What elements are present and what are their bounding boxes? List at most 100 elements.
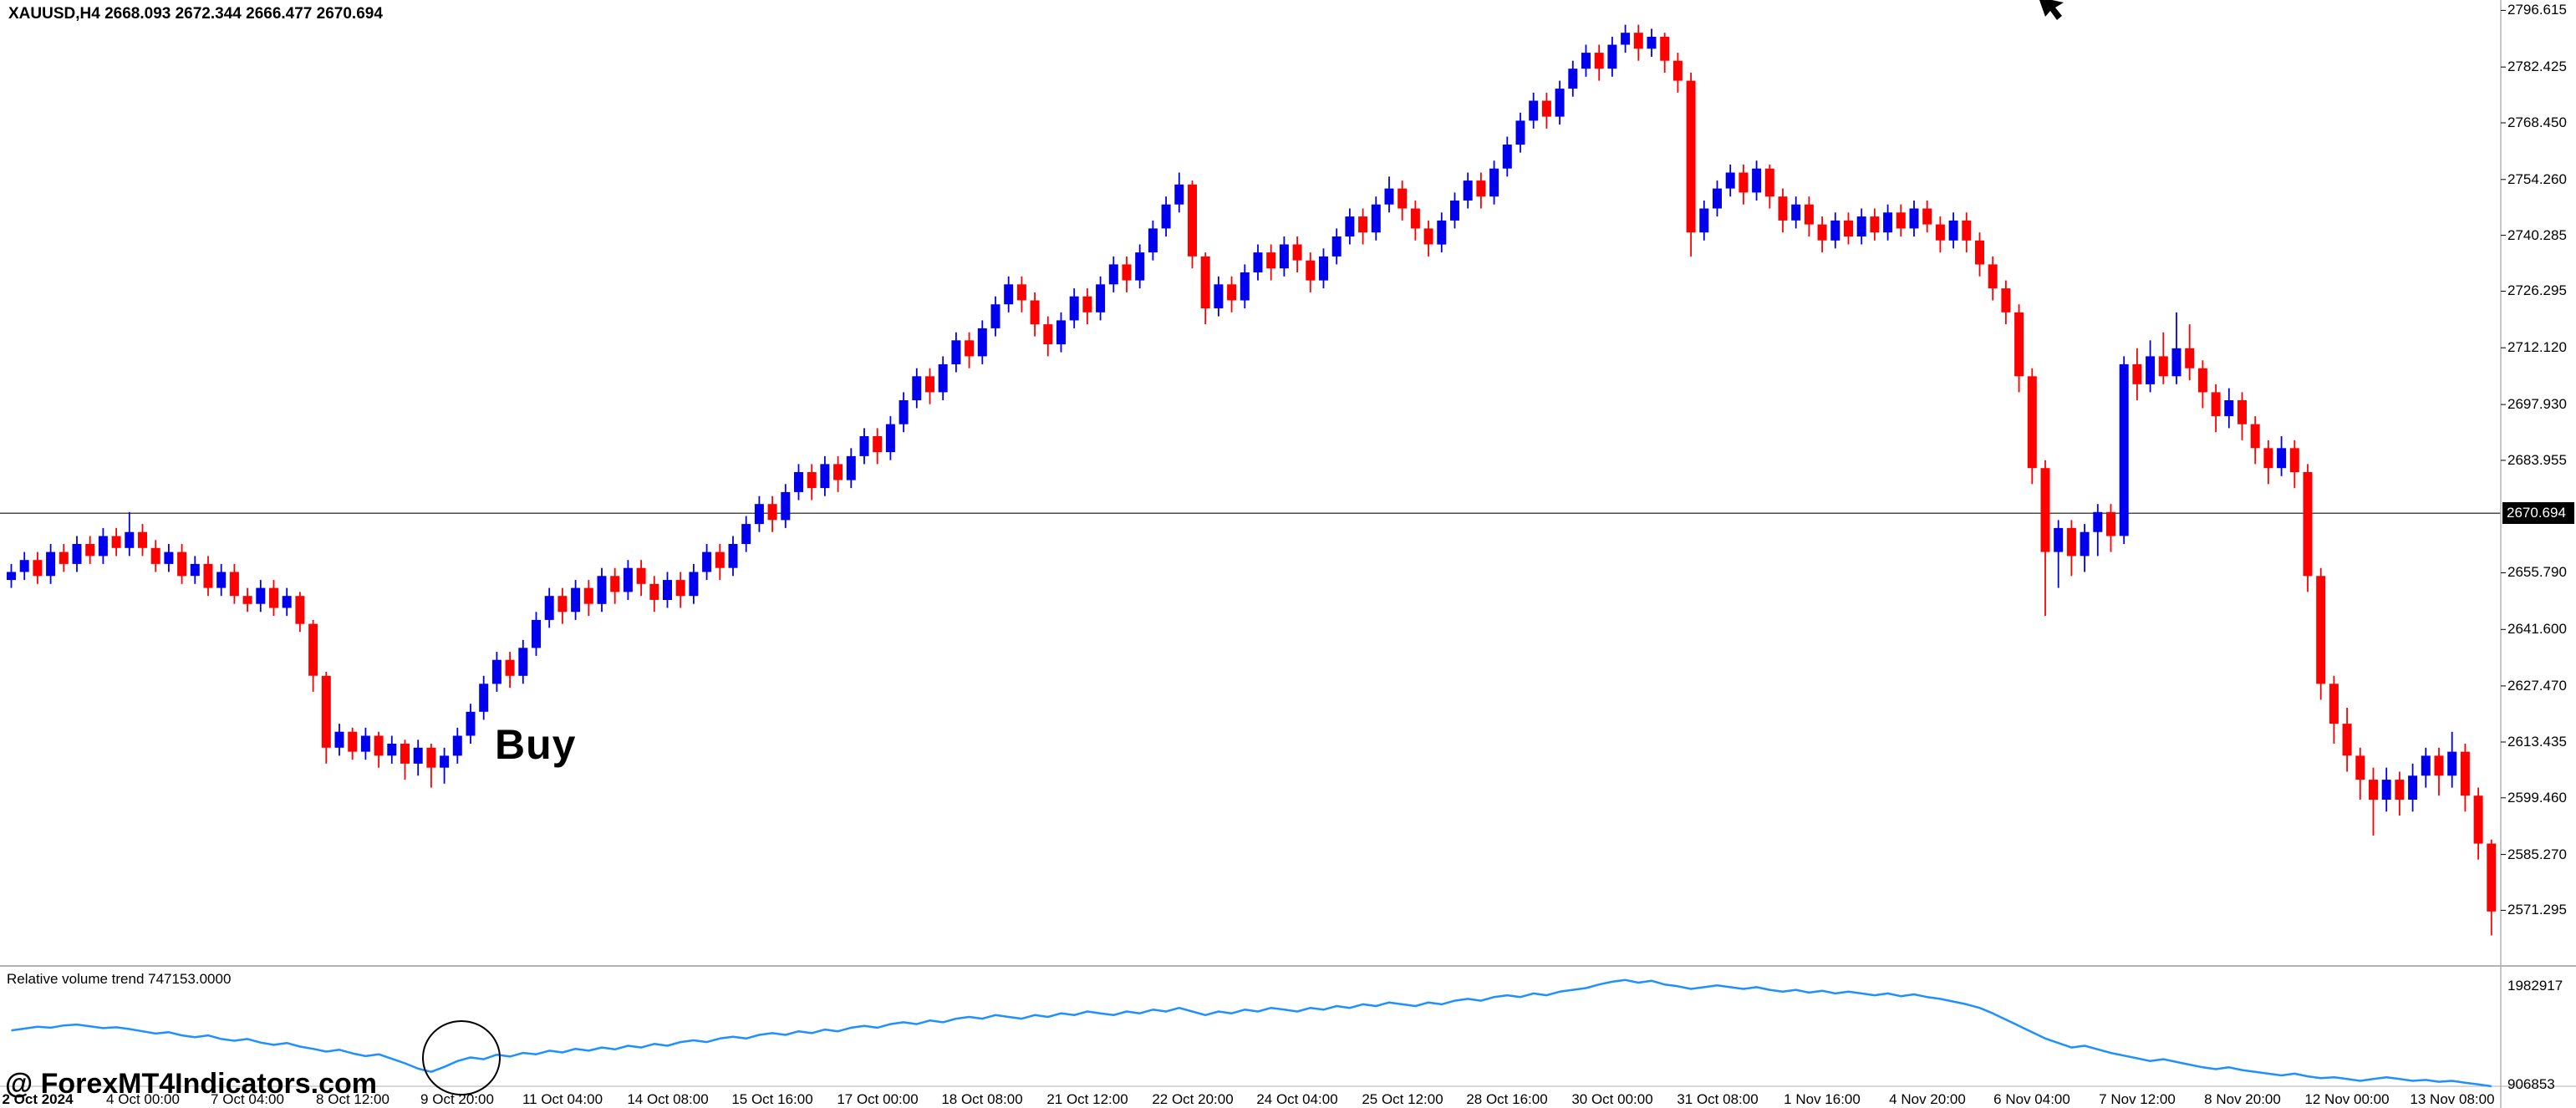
candle-body-bull bbox=[2054, 527, 2064, 552]
candle-body-bull bbox=[938, 363, 948, 393]
candle-body-bear bbox=[242, 596, 252, 604]
candle-body-bull bbox=[623, 567, 633, 592]
candle-body-bull bbox=[413, 747, 423, 764]
candle-body-bull bbox=[532, 619, 541, 648]
candle-body-bear bbox=[925, 376, 934, 393]
price-axis-label: 2740.285 bbox=[2507, 227, 2567, 243]
candle-body-bear bbox=[715, 551, 725, 568]
candle-body-bull bbox=[846, 455, 856, 480]
candle-body-bear bbox=[2014, 312, 2024, 377]
candle-body-bear bbox=[2263, 448, 2273, 469]
candle-body-bull bbox=[885, 424, 895, 453]
candle-body-bear bbox=[1844, 220, 1853, 236]
candle-body-bull bbox=[1621, 33, 1631, 45]
candle-body-bull bbox=[1856, 216, 1866, 236]
candle-body-bull bbox=[544, 596, 554, 620]
candle-body-bull bbox=[912, 376, 922, 400]
candle-body-bull bbox=[1883, 212, 1893, 233]
candle-body-bull bbox=[1555, 89, 1565, 117]
candle-body-bull bbox=[1463, 180, 1473, 201]
indicator-scale-bottom: 906853 bbox=[2507, 1076, 2555, 1092]
candle-body-bull bbox=[452, 735, 462, 756]
price-axis-label: 2599.460 bbox=[2507, 790, 2567, 806]
candle-body-bear bbox=[2027, 376, 2037, 469]
candle-body-bull bbox=[1174, 184, 1184, 205]
candle-body-bear bbox=[85, 544, 95, 557]
candle-body-bull bbox=[1437, 220, 1447, 245]
candle-body-bull bbox=[1581, 53, 1591, 69]
candle-body-bull bbox=[2093, 511, 2103, 532]
candle-body-bull bbox=[282, 596, 292, 608]
candle-body-bear bbox=[321, 675, 331, 748]
time-axis-label: 2 Oct 2024 bbox=[2, 1091, 74, 1107]
candle-body-bear bbox=[59, 551, 69, 564]
candle-body-bear bbox=[1633, 33, 1643, 49]
time-axis-label: 14 Oct 08:00 bbox=[627, 1091, 709, 1107]
candle-body-bull bbox=[728, 544, 738, 568]
candle-body-bear bbox=[1594, 53, 1604, 69]
candle-body-bull bbox=[164, 551, 174, 564]
candle-body-bear bbox=[150, 547, 160, 564]
candle-body-bear bbox=[1358, 216, 1368, 233]
candle-body-bear bbox=[2460, 751, 2470, 796]
price-axis-label: 2796.615 bbox=[2507, 2, 2567, 18]
candle-body-bear bbox=[111, 536, 121, 548]
circle-annotation[interactable] bbox=[422, 1020, 501, 1095]
candle-body-bull bbox=[72, 544, 82, 564]
time-axis-label: 11 Oct 04:00 bbox=[522, 1091, 603, 1107]
candle-body-bear bbox=[1410, 208, 1420, 229]
candle-body-bear bbox=[1686, 80, 1696, 233]
candle-body-bear bbox=[2473, 795, 2483, 844]
time-axis-label: 21 Oct 12:00 bbox=[1046, 1091, 1128, 1107]
candle-body-bull bbox=[597, 576, 607, 604]
candle-body-bull bbox=[466, 711, 476, 736]
candle-body-bear bbox=[2355, 755, 2365, 780]
candle-body-bull bbox=[1345, 216, 1355, 236]
symbol-ohlc-title: XAUUSD,H4 2668.093 2672.344 2666.477 267… bbox=[8, 5, 383, 23]
candle-body-bear bbox=[2106, 511, 2115, 536]
candle-body-bear bbox=[557, 596, 568, 612]
candle-body-bull bbox=[1725, 172, 1735, 189]
candle-body-bull bbox=[990, 304, 1000, 328]
candle-body-bear bbox=[1896, 212, 1906, 229]
candle-body-bear bbox=[2369, 780, 2378, 800]
candle-body-bear bbox=[1266, 252, 1276, 269]
buy-annotation[interactable]: Buy bbox=[495, 721, 577, 768]
candle-body-bear bbox=[1541, 100, 1551, 117]
candle-body-bull bbox=[125, 531, 135, 548]
candle-body-bull bbox=[663, 580, 672, 600]
candle-body-bull bbox=[781, 491, 791, 521]
candle-body-bull bbox=[1948, 220, 1958, 241]
candle-body-bear bbox=[636, 567, 646, 584]
time-axis-label: 28 Oct 16:00 bbox=[1466, 1091, 1548, 1107]
mouse-cursor-icon bbox=[2039, 0, 2064, 20]
candle-body-bull bbox=[1791, 204, 1801, 221]
candle-body-bull bbox=[190, 563, 200, 577]
candle-body-bear bbox=[348, 731, 358, 752]
price-axis-label: 2613.435 bbox=[2507, 734, 2567, 750]
time-axis-label: 6 Nov 04:00 bbox=[1993, 1091, 2070, 1107]
candle-body-bear bbox=[2316, 576, 2326, 684]
time-axis-label: 25 Oct 12:00 bbox=[1362, 1091, 1443, 1107]
candle-body-bear bbox=[1870, 216, 1880, 233]
price-axis-label: 2726.295 bbox=[2507, 282, 2567, 298]
candle-body-bull bbox=[1699, 208, 1709, 233]
candle-body-bull bbox=[1647, 37, 1657, 49]
candle-body-bull bbox=[2277, 448, 2287, 469]
time-axis-label: 24 Oct 04:00 bbox=[1256, 1091, 1338, 1107]
candle-body-bull bbox=[19, 560, 29, 572]
candle-body-bull bbox=[1319, 256, 1328, 281]
candle-body-bear bbox=[965, 340, 975, 357]
time-axis-label: 7 Oct 04:00 bbox=[211, 1091, 284, 1107]
candle-body-bear bbox=[1030, 300, 1040, 325]
candle-body-bear bbox=[2250, 424, 2260, 449]
candle-body-bear bbox=[1122, 264, 1132, 281]
current-price-tag: 2670.694 bbox=[2502, 502, 2574, 524]
candle-body-bull bbox=[1830, 220, 1840, 241]
candle-body-bear bbox=[2040, 468, 2050, 552]
candle-body-bull bbox=[951, 340, 961, 364]
price-axis-label: 2627.470 bbox=[2507, 678, 2567, 694]
candle-body-bear bbox=[1962, 220, 1972, 241]
candle-body-bull bbox=[7, 572, 16, 581]
